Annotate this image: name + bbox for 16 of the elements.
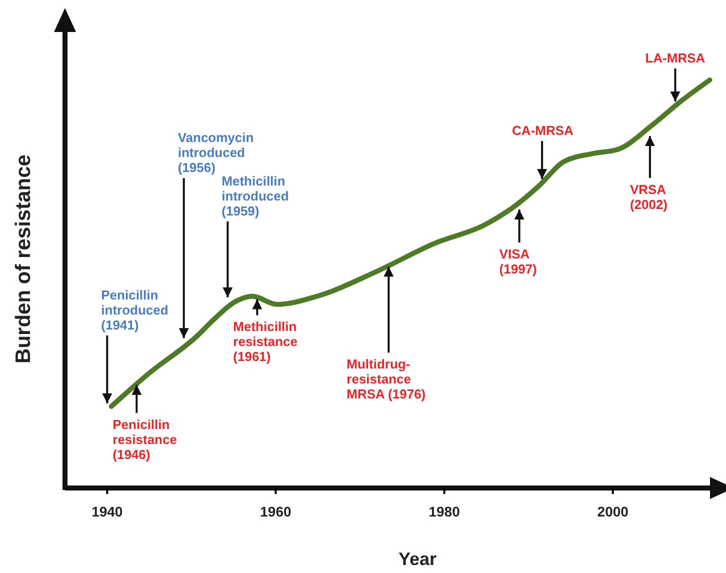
x-axis-title: Year xyxy=(398,549,437,569)
y-axis-title: Burden of resistance xyxy=(12,154,35,364)
annotation: Vancomycin introduced (1956) xyxy=(178,130,254,176)
annotation: CA-MRSA xyxy=(512,123,574,138)
annotation: LA-MRSA xyxy=(645,50,706,66)
annotation: Multidrug- resistance MRSA (1976) xyxy=(346,356,426,402)
x-tick-label: 2000 xyxy=(597,504,629,520)
annotation: Methicillin resistance (1961) xyxy=(233,319,298,364)
x-tick-label: 1960 xyxy=(260,504,292,520)
annotation: Penicillin introduced (1941) xyxy=(101,287,168,332)
annotation: VRSA (2002) xyxy=(630,182,668,212)
annotation: Methicillin introduced (1959) xyxy=(222,173,289,218)
x-tick-label: 1980 xyxy=(428,504,460,520)
x-tick-label: 1940 xyxy=(92,504,123,520)
annotation: VISA (1997) xyxy=(499,246,537,276)
annotation: Penicillin resistance (1946) xyxy=(112,416,177,462)
